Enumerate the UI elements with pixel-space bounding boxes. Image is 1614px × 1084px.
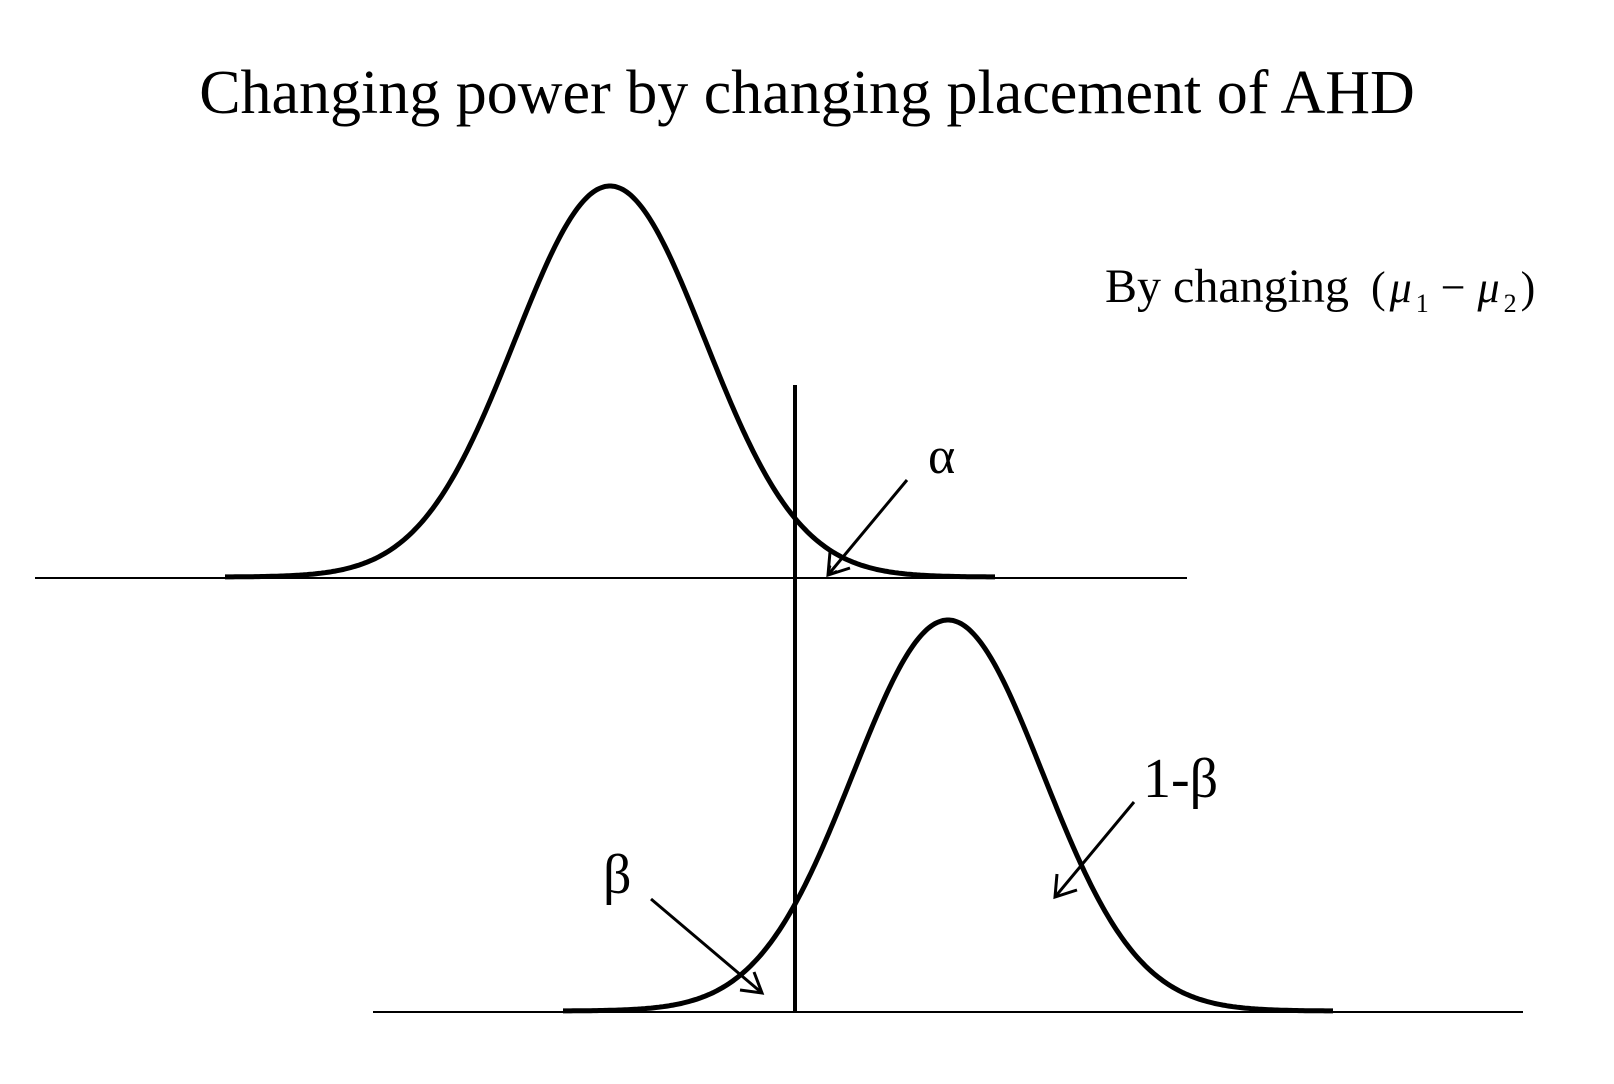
power-arrow [1053,801,1136,898]
side-note: By changing ( μ 1 − μ 2 ) [1105,260,1535,318]
page-title: Changing power by changing placement of … [199,59,1415,127]
side-note-sub1: 1 [1416,289,1429,318]
alternative-distribution-curve [563,617,1333,1014]
beta-arrow [650,897,763,995]
beta-arrowhead [739,971,765,995]
side-note-mu1: μ [1389,263,1412,312]
side-note-close-paren: ) [1521,263,1536,312]
alpha-arrowhead [826,551,851,578]
side-note-minus: − [1441,263,1466,312]
beta-label: β [603,844,632,906]
side-note-sub2: 2 [1504,289,1517,318]
alpha-label: α [928,428,955,485]
power-arrowhead [1053,873,1078,900]
power-label: 1-β [1143,748,1218,810]
side-note-open-paren: ( [1371,263,1386,312]
side-note-prefix: By changing [1105,260,1349,313]
null-distribution-curve [225,183,995,580]
side-note-mu2: μ [1477,263,1500,312]
alpha-arrow [828,479,909,575]
